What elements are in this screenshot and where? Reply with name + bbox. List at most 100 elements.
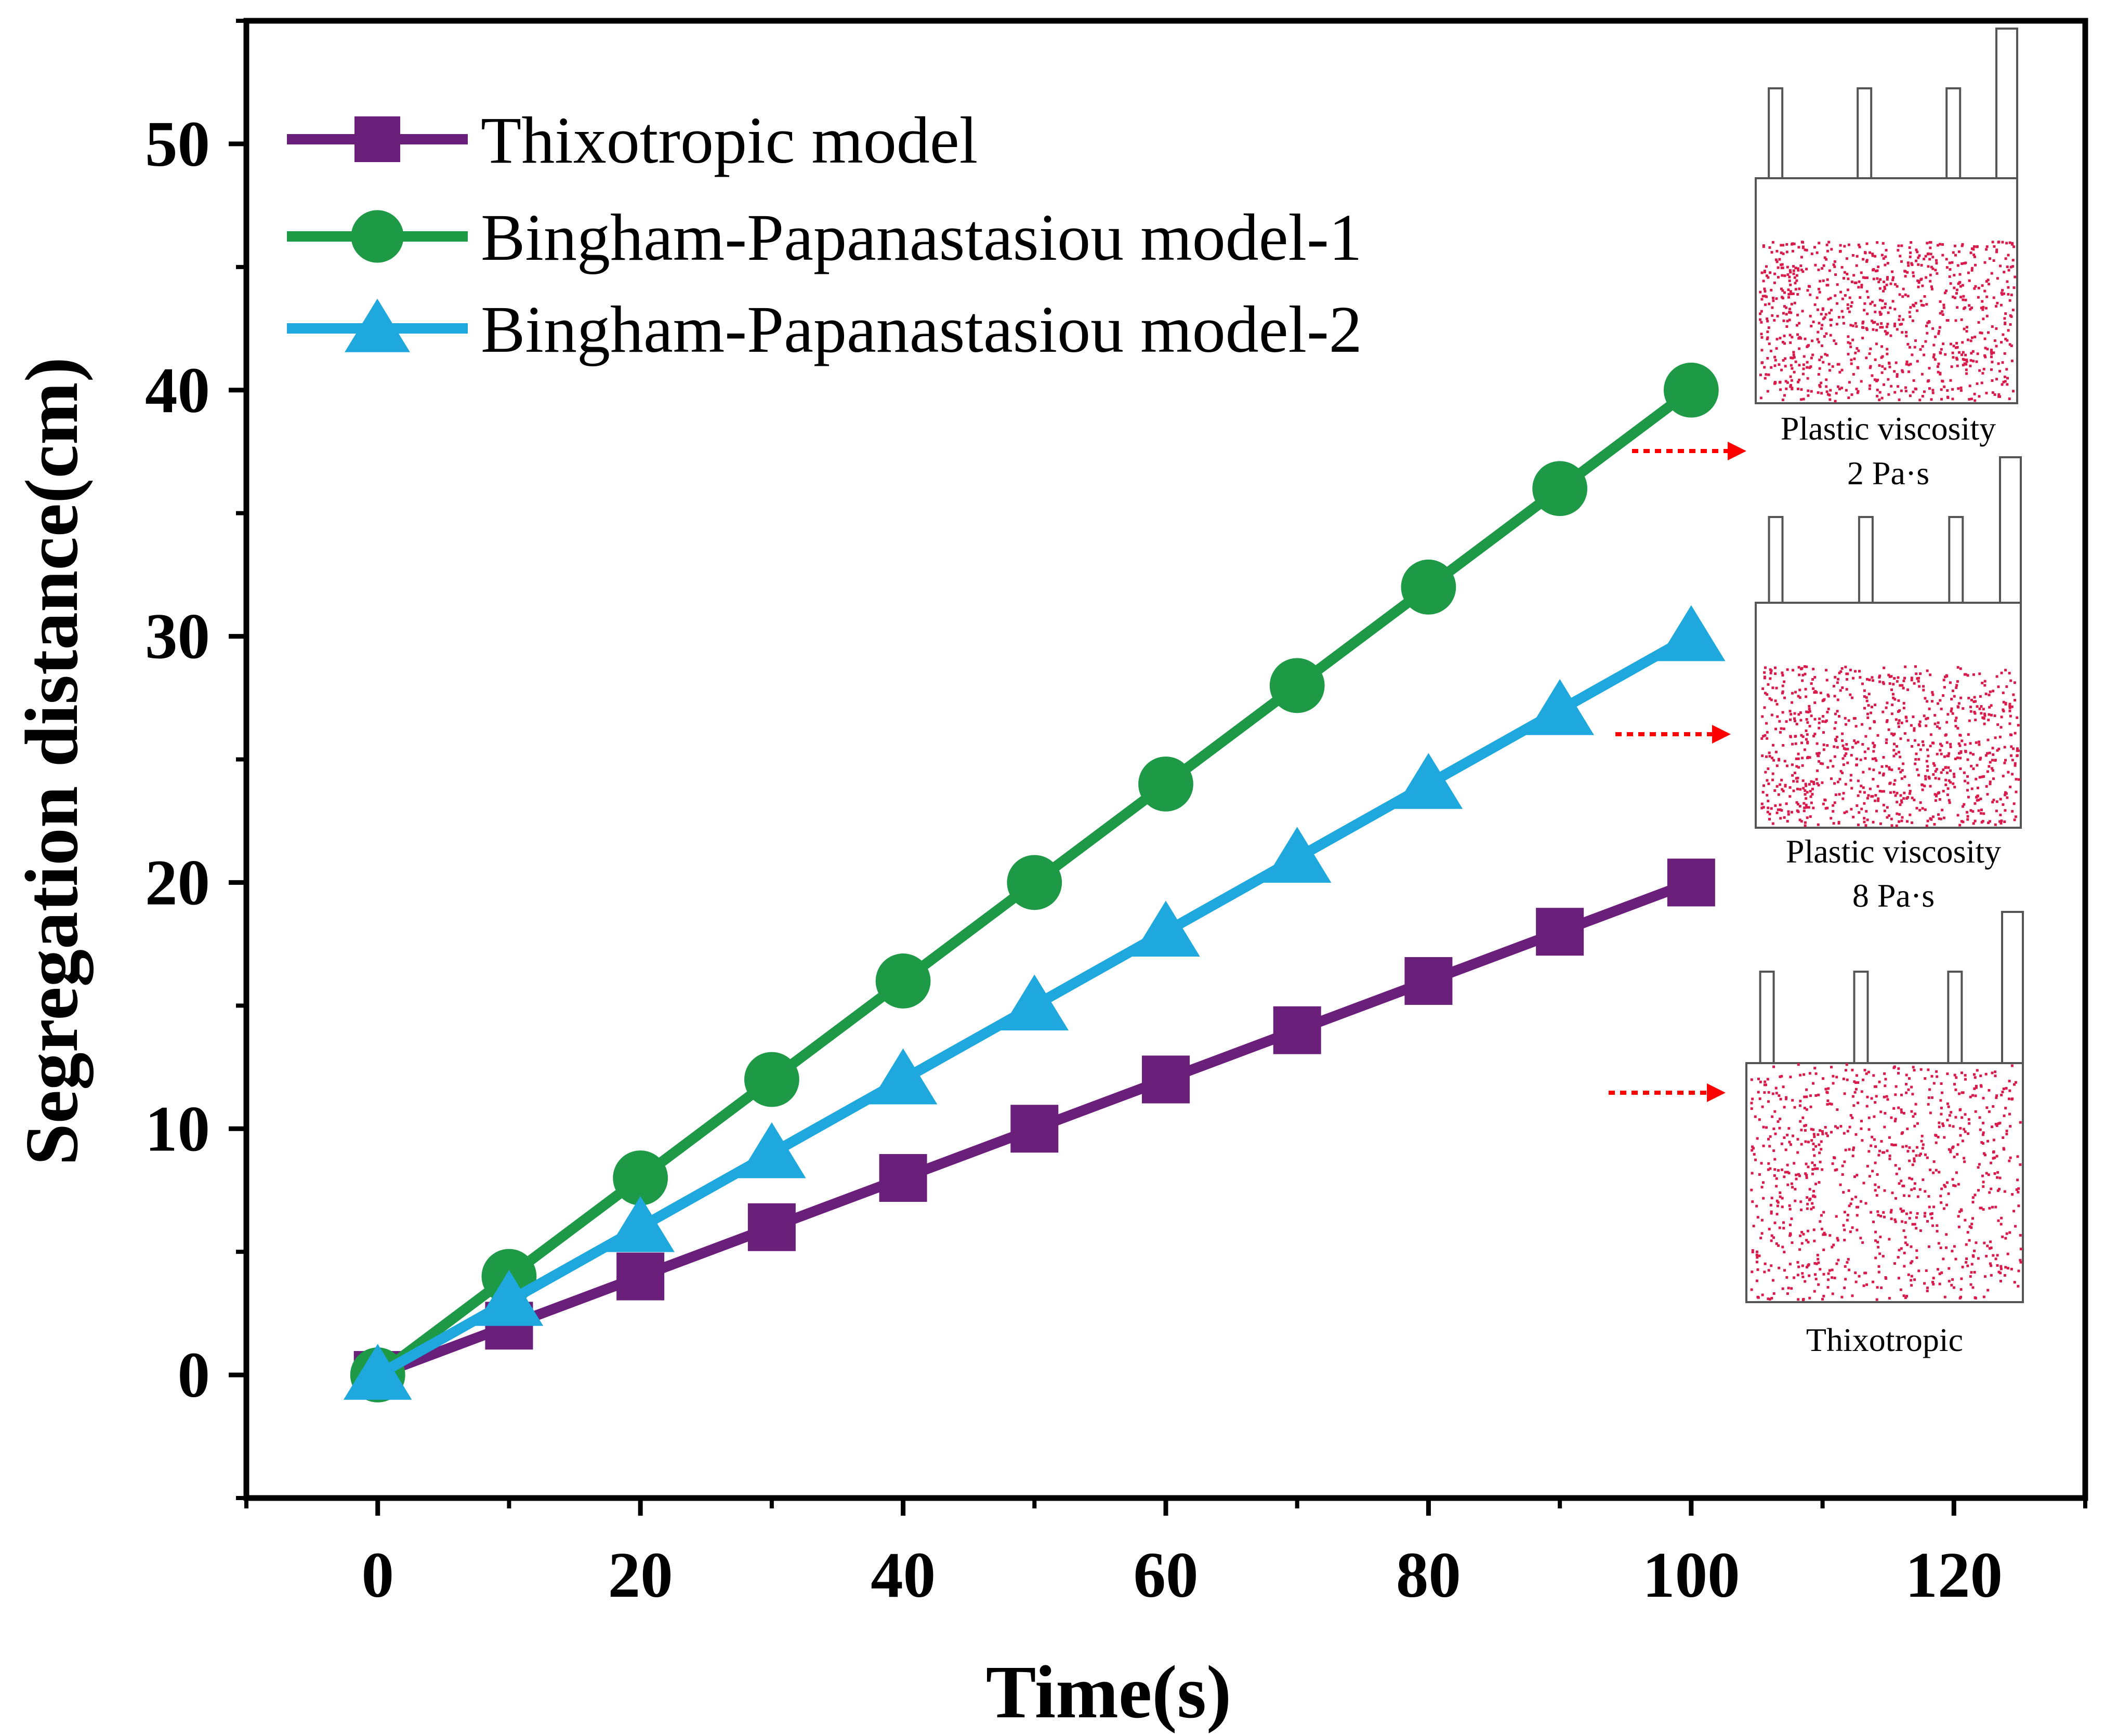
particle xyxy=(1861,682,1864,685)
particle xyxy=(1786,320,1789,323)
particle xyxy=(1844,1148,1847,1151)
particle xyxy=(1988,765,1991,768)
particle xyxy=(1893,698,1897,701)
particle xyxy=(1796,333,1799,336)
particle xyxy=(1849,346,1852,349)
particle xyxy=(1908,346,1911,349)
particle xyxy=(1774,750,1778,753)
particle xyxy=(1936,752,1939,756)
particle xyxy=(1927,1245,1930,1248)
particle xyxy=(2000,341,2003,344)
particle xyxy=(1788,311,1791,314)
particle xyxy=(1816,769,1819,772)
particle xyxy=(1956,666,1959,669)
particle xyxy=(1779,803,1782,806)
particle xyxy=(1811,1161,1814,1164)
particle xyxy=(1968,385,1971,388)
particle xyxy=(1857,779,1860,783)
particle xyxy=(1990,1161,1993,1164)
particle xyxy=(1874,1161,1877,1164)
particle xyxy=(1912,715,1915,718)
particle xyxy=(1946,1102,1949,1105)
particle xyxy=(1979,1084,1982,1087)
particle xyxy=(2000,715,2003,719)
particle xyxy=(1889,334,1892,337)
particle xyxy=(1984,1072,1988,1076)
particle xyxy=(1932,353,1936,356)
particle xyxy=(1907,1273,1910,1276)
particle xyxy=(1926,1287,1929,1290)
particle xyxy=(1937,813,1940,816)
particle xyxy=(1856,804,1859,807)
particle xyxy=(1811,678,1814,681)
particle xyxy=(1894,1220,1897,1223)
particle xyxy=(1903,732,1906,735)
particle xyxy=(2012,1210,2016,1213)
particle xyxy=(1809,293,1812,296)
particle xyxy=(1807,1141,1810,1144)
particle xyxy=(1858,245,1861,248)
particle xyxy=(1955,1171,1958,1174)
particle xyxy=(1836,1127,1839,1130)
particle xyxy=(1975,1084,1978,1088)
particle xyxy=(1789,735,1792,738)
particle xyxy=(1792,789,1795,792)
particle xyxy=(1798,322,1801,325)
particle xyxy=(1799,1120,1802,1123)
particle xyxy=(2017,778,2020,781)
particle xyxy=(1966,1264,1969,1267)
particle xyxy=(1982,1121,1985,1124)
particle xyxy=(1773,364,1777,367)
particle xyxy=(1968,304,1971,307)
particle xyxy=(1761,295,1765,298)
particle xyxy=(1794,288,1797,291)
particle xyxy=(1982,775,1985,778)
particle xyxy=(2004,312,2007,315)
particle xyxy=(1938,1282,1941,1286)
particle xyxy=(1795,765,1798,768)
particle xyxy=(1810,1139,1813,1142)
particle xyxy=(1936,244,1939,247)
particle xyxy=(1764,1080,1767,1083)
particle xyxy=(1752,1225,1755,1228)
particle xyxy=(1959,386,1963,389)
particle xyxy=(1995,675,1998,678)
particle xyxy=(1937,362,1940,365)
particle xyxy=(1905,363,1908,366)
particle xyxy=(1892,1144,1895,1147)
particle xyxy=(1791,692,1794,695)
particle xyxy=(1771,306,1774,309)
particle xyxy=(1767,373,1770,376)
particle xyxy=(1809,790,1812,793)
particle xyxy=(1854,281,1858,284)
particle xyxy=(1935,794,1938,798)
particle xyxy=(1840,266,1844,269)
particle xyxy=(1898,293,1901,296)
particle xyxy=(1983,712,1986,715)
data-point xyxy=(343,1344,412,1400)
particle xyxy=(1783,1136,1786,1139)
particle xyxy=(1928,321,1931,324)
particle xyxy=(1809,1105,1812,1108)
particle xyxy=(1773,1174,1776,1177)
particle xyxy=(1958,824,1962,827)
particle xyxy=(1822,1233,1825,1236)
particle xyxy=(1812,783,1815,786)
particle xyxy=(1863,689,1866,692)
particle xyxy=(2004,380,2007,383)
y-tick-label: 40 xyxy=(145,355,210,427)
particle xyxy=(1814,1167,1817,1170)
particle xyxy=(1907,1088,1910,1091)
particle xyxy=(1902,287,1905,290)
particle xyxy=(1977,321,1980,324)
particle xyxy=(1914,665,1917,668)
particle xyxy=(1773,272,1777,275)
particle xyxy=(1872,1221,1875,1224)
particle xyxy=(1920,373,1924,376)
particle xyxy=(2002,803,2005,806)
particle xyxy=(1762,806,1765,809)
particle xyxy=(1900,1180,1903,1183)
particle xyxy=(1955,684,1958,687)
particle xyxy=(1954,725,1957,728)
